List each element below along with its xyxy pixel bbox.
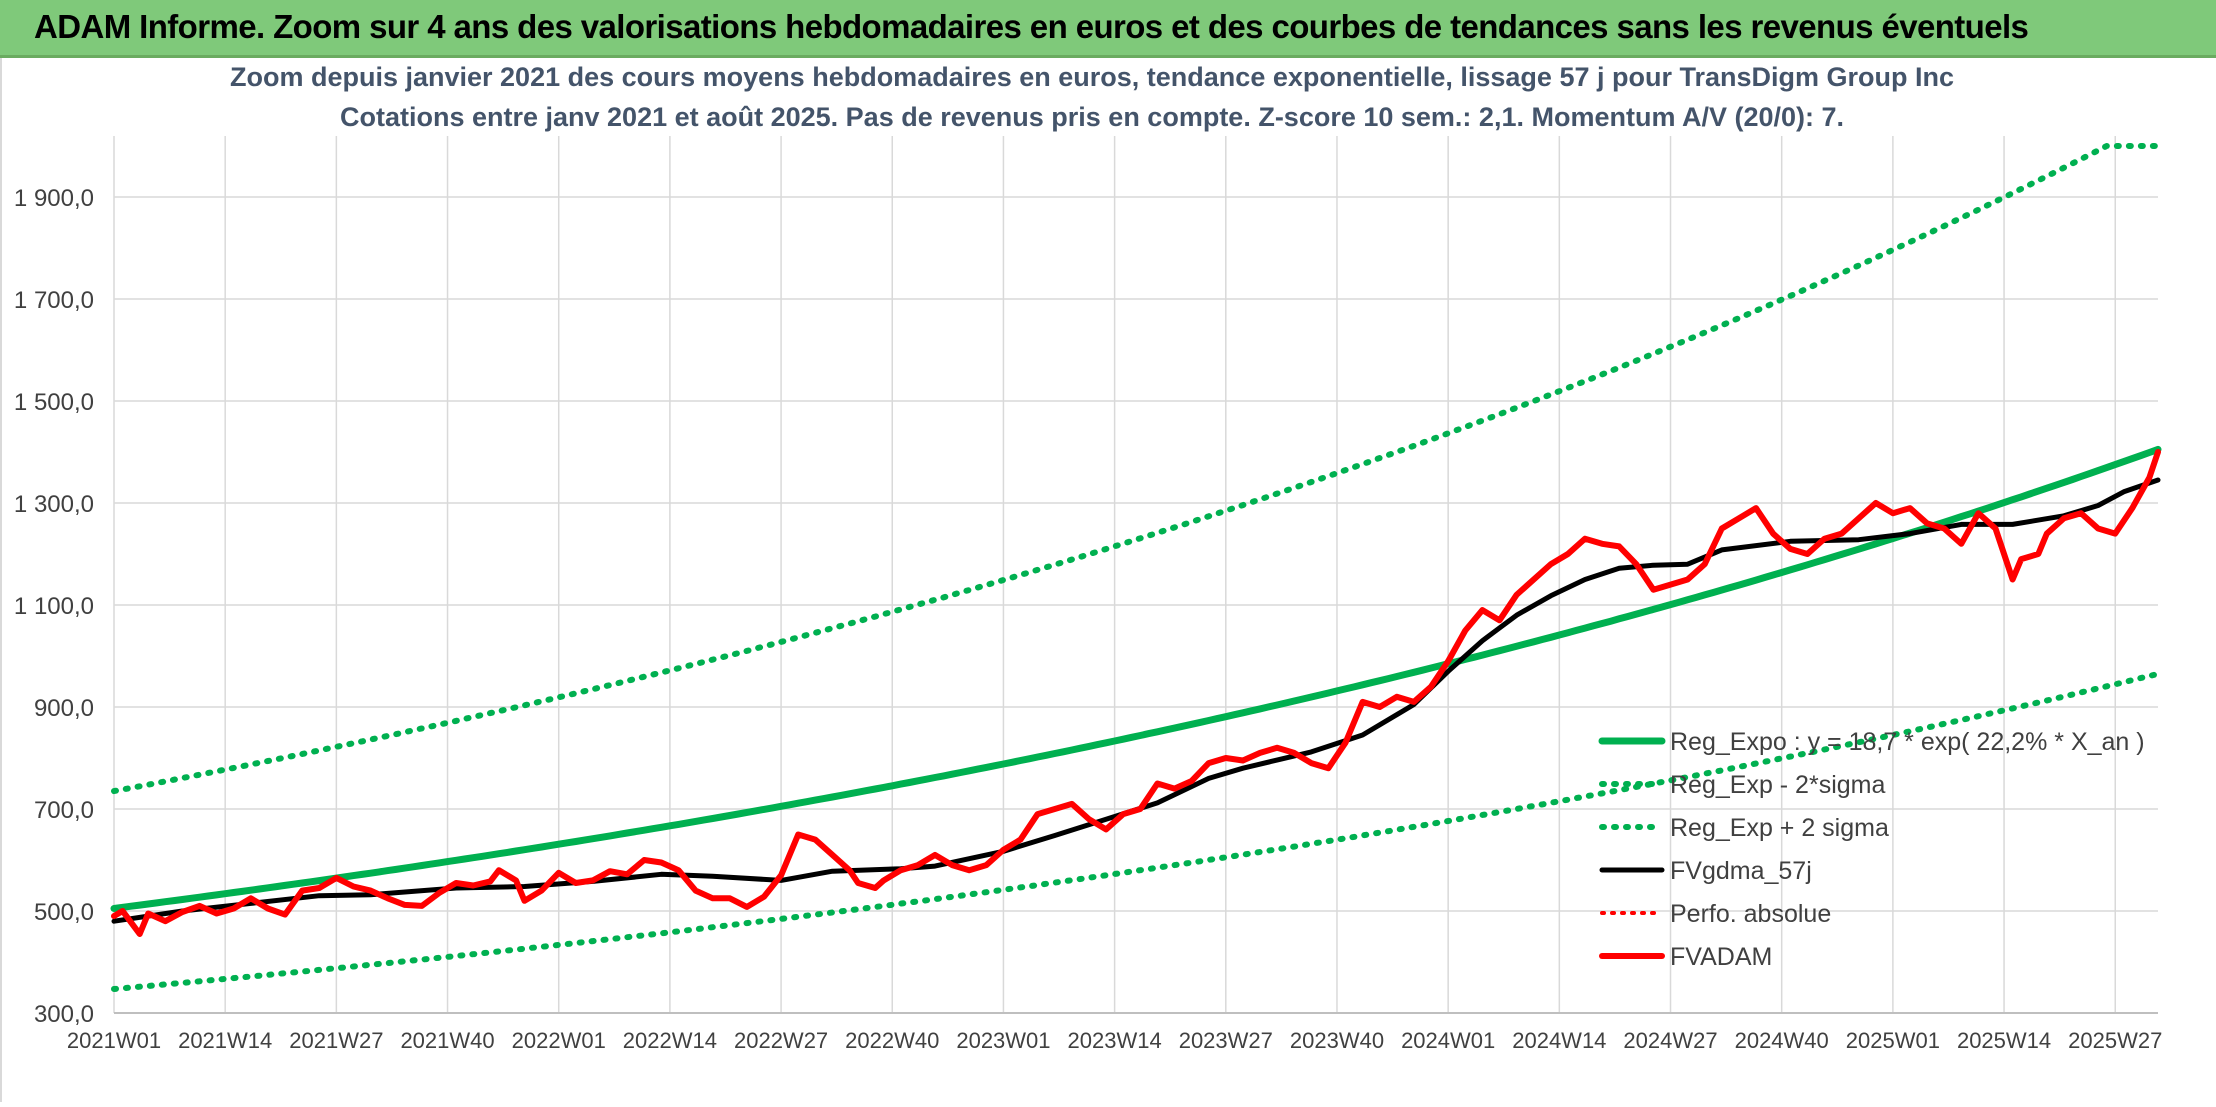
x-tick-label: 2022W27	[734, 1028, 828, 1053]
y-tick-label: 500,0	[34, 899, 94, 926]
x-tick-label: 2021W27	[289, 1028, 383, 1053]
report-title: ADAM Informe. Zoom sur 4 ans des valoris…	[34, 8, 2029, 45]
x-tick-label: 2022W40	[845, 1028, 939, 1053]
chart-subtitle: Cotations entre janv 2021 et août 2025. …	[340, 102, 1844, 132]
x-tick-label: 2023W14	[1068, 1028, 1162, 1053]
x-tick-label: 2025W27	[2068, 1028, 2162, 1053]
x-axis: 2021W01 2021W14 2021W27 2021W40 2022W01 2022W…	[67, 1012, 2162, 1053]
x-tick-label: 2022W01	[512, 1028, 606, 1053]
x-tick-label: 2021W01	[67, 1028, 161, 1053]
y-tick-label: 900,0	[34, 695, 94, 722]
chart-legend: Reg_Expo : y = 18,7 * exp( 22,2% * X_an …	[1598, 728, 2145, 971]
x-tick-label: 2023W40	[1290, 1028, 1384, 1053]
legend-label-0: Reg_Expo : y = 18,7 * exp( 22,2% * X_an …	[1670, 728, 2145, 756]
x-tick-label: 2022W14	[623, 1028, 717, 1053]
x-tick-label: 2024W27	[1623, 1028, 1717, 1053]
series-line-3	[111, 477, 2161, 924]
chart-gridlines	[113, 136, 2158, 1014]
legend-label-2: Reg_Exp + 2 sigma	[1670, 814, 1889, 842]
y-tick-label: 1 900,0	[14, 185, 94, 212]
chart-title: Zoom depuis janvier 2021 des cours moyen…	[230, 62, 1954, 92]
x-tick-label: 2023W01	[956, 1028, 1050, 1053]
y-tick-label: 1 700,0	[14, 287, 94, 314]
y-tick-label: 1 100,0	[14, 593, 94, 620]
series-line-0	[110, 445, 2162, 912]
x-tick-label: 2025W14	[1957, 1028, 2051, 1053]
x-tick-label: 2021W40	[400, 1028, 494, 1053]
series-line-5	[111, 449, 2161, 937]
y-axis: 300,0 500,0 700,0 900,0 1 100,0 1 300,0 1 500,…	[14, 185, 94, 1028]
x-tick-label: 2023W27	[1179, 1028, 1273, 1053]
y-tick-label: 1 500,0	[14, 389, 94, 416]
legend-label-3: FVgdma_57j	[1670, 857, 1812, 885]
legend-label-4: Perfo. absolue	[1670, 900, 1831, 928]
plot-area	[110, 143, 2162, 992]
trend-chart: Zoom depuis janvier 2021 des cours moyen…	[14, 62, 2162, 1053]
series-line-1	[111, 670, 2161, 992]
chart-frame: Zoom depuis janvier 2021 des cours moyen…	[0, 58, 2216, 1102]
y-tick-label: 1 300,0	[14, 491, 94, 518]
y-tick-label: 300,0	[34, 1001, 94, 1028]
x-tick-label: 2025W01	[1846, 1028, 1940, 1053]
x-tick-label: 2024W01	[1401, 1028, 1495, 1053]
x-tick-label: 2021W14	[178, 1028, 272, 1053]
x-tick-label: 2024W14	[1512, 1028, 1606, 1053]
series-line-2	[111, 143, 2161, 795]
legend-label-1: Reg_Exp - 2*sigma	[1670, 771, 1885, 799]
x-tick-label: 2024W40	[1735, 1028, 1829, 1053]
y-tick-label: 700,0	[34, 797, 94, 824]
report-header: ADAM Informe. Zoom sur 4 ans des valoris…	[0, 0, 2216, 58]
legend-label-5: FVADAM	[1670, 943, 1772, 971]
